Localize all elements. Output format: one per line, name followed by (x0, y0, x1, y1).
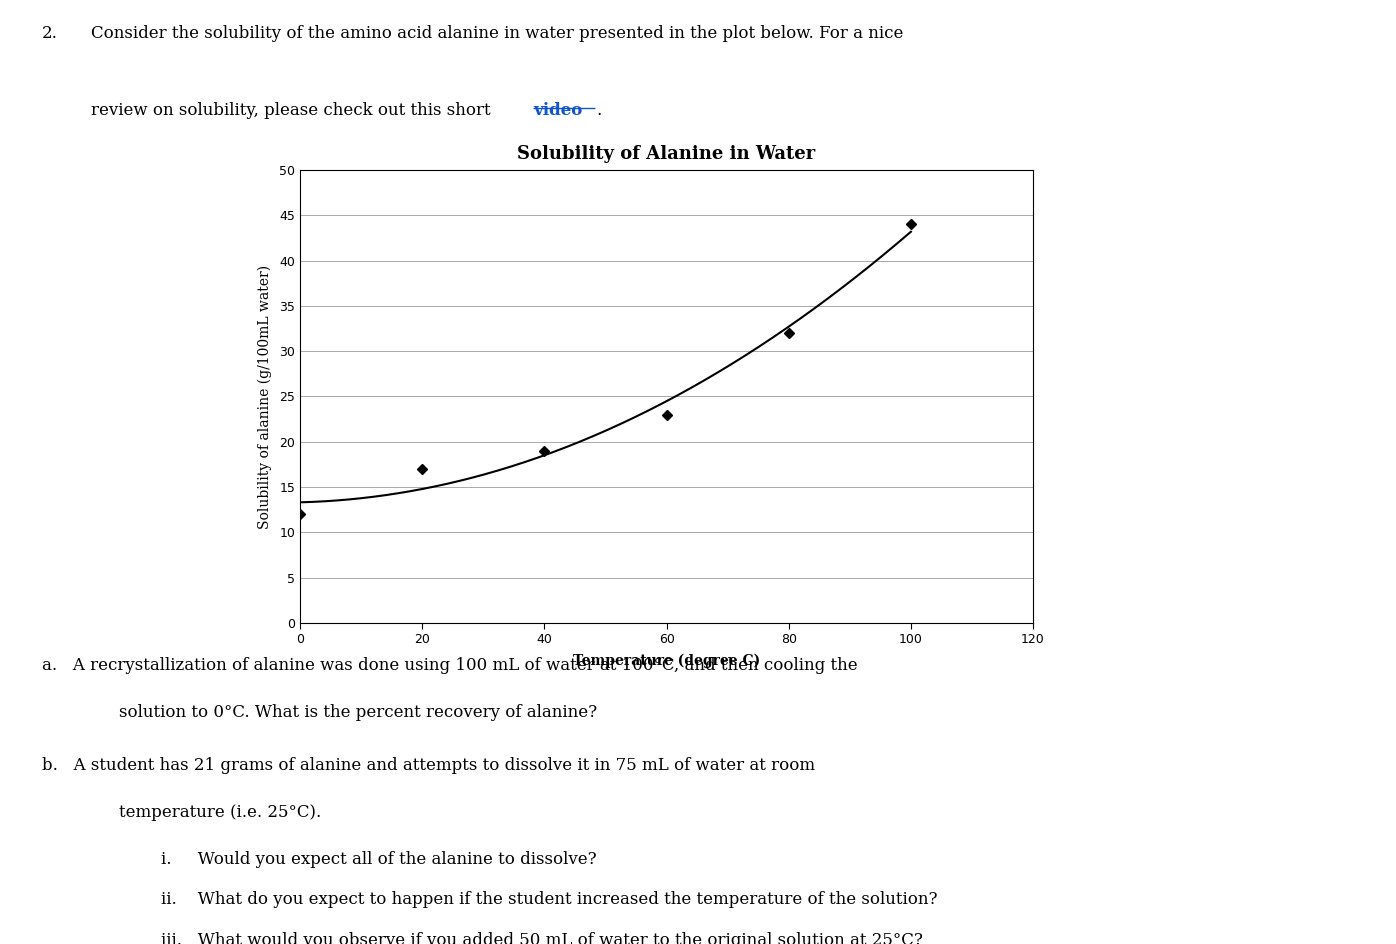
Text: iii.   What would you observe if you added 50 mL of water to the original soluti: iii. What would you observe if you added… (161, 932, 923, 944)
Text: video: video (533, 102, 582, 119)
Text: a.   A recrystallization of alanine was done using 100 mL of water at 100°C, and: a. A recrystallization of alanine was do… (42, 657, 857, 674)
Text: temperature (i.e. 25°C).: temperature (i.e. 25°C). (119, 803, 321, 821)
Text: i.     Would you expect all of the alanine to dissolve?: i. Would you expect all of the alanine t… (161, 851, 596, 868)
Text: 2.: 2. (42, 25, 57, 42)
X-axis label: Temperature (degree C): Temperature (degree C) (572, 653, 761, 667)
Text: solution to 0°C. What is the percent recovery of alanine?: solution to 0°C. What is the percent rec… (119, 704, 596, 721)
Text: review on solubility, please check out this short: review on solubility, please check out t… (91, 102, 496, 119)
Text: ii.    What do you expect to happen if the student increased the temperature of : ii. What do you expect to happen if the … (161, 891, 937, 908)
Text: .: . (596, 102, 602, 119)
Y-axis label: Solubility of alanine (g/100mL water): Solubility of alanine (g/100mL water) (258, 264, 272, 529)
Text: b.   A student has 21 grams of alanine and attempts to dissolve it in 75 mL of w: b. A student has 21 grams of alanine and… (42, 757, 815, 774)
Text: Consider the solubility of the amino acid alanine in water presented in the plot: Consider the solubility of the amino aci… (91, 25, 903, 42)
Title: Solubility of Alanine in Water: Solubility of Alanine in Water (518, 144, 815, 162)
